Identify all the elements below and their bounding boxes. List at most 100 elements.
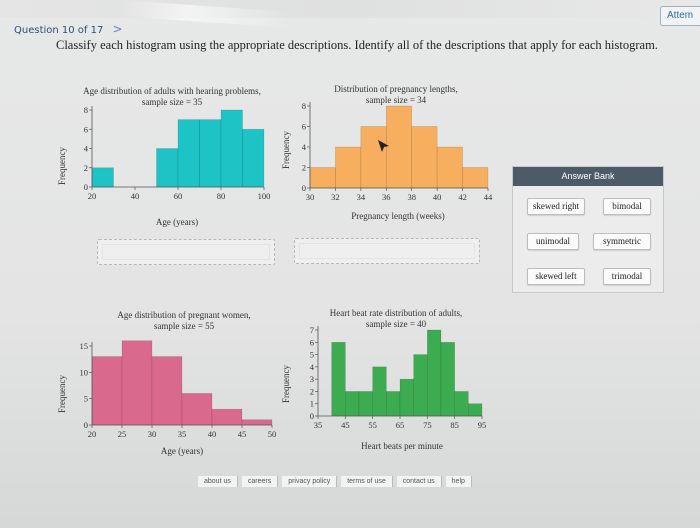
chart-title-line2: sample size = 55 — [154, 321, 215, 331]
histogram-bar — [411, 126, 438, 189]
x-tick-label: 36 — [382, 192, 391, 202]
answer-bank: Answer Bank skewed right bimodal unimoda… — [512, 166, 664, 293]
histogram-bar — [242, 128, 265, 188]
x-tick-label: 20 — [88, 191, 97, 201]
histogram-bar — [385, 105, 413, 189]
x-tick-label: 85 — [450, 420, 459, 430]
y-tick-label: 0 — [310, 411, 314, 421]
chart-title-line1: Distribution of pregnancy lengths, — [334, 84, 457, 94]
top-strip — [0, 0, 700, 18]
x-tick-label: 65 — [396, 420, 405, 430]
y-tick-label: 3 — [310, 374, 314, 384]
x-tick-label: 80 — [217, 191, 226, 201]
x-tick-label: 75 — [423, 420, 432, 430]
histogram-bar — [462, 167, 489, 189]
answer-chip-symmetric[interactable]: symmetric — [593, 233, 651, 250]
x-tick-label: 40 — [208, 429, 217, 439]
x-tick-label: 30 — [306, 192, 315, 202]
y-axis-label: Frequency — [57, 147, 67, 185]
y-tick-label: 0 — [84, 182, 88, 192]
histogram-bar — [181, 393, 213, 426]
question-prompt: Classify each histogram using the approp… — [56, 38, 658, 52]
y-tick-label: 0 — [302, 183, 306, 193]
x-tick-label: 25 — [118, 429, 127, 439]
answer-chip-skewed-right[interactable]: skewed right — [527, 198, 585, 215]
y-tick-label: 4 — [302, 142, 307, 152]
histogram-bar — [220, 109, 243, 188]
x-tick-label: 20 — [88, 429, 97, 439]
y-tick-label: 8 — [84, 105, 88, 115]
histogram-bar — [360, 126, 387, 189]
chart-title-line2: sample size = 35 — [142, 97, 203, 107]
histogram-bar — [372, 366, 387, 417]
histogram-hearing-problems: Age distribution of adults with hearing … — [57, 86, 270, 227]
footer-link-help[interactable]: help — [445, 476, 472, 487]
chart-title-line1: Age distribution of adults with hearing … — [83, 86, 261, 96]
histogram-bar — [199, 119, 222, 188]
footer-link-about-us[interactable]: about us — [198, 476, 238, 487]
footer-link-terms-of-use[interactable]: terms of use — [341, 476, 393, 487]
y-tick-label: 4 — [84, 144, 89, 154]
answer-chip-unimodal[interactable]: unimodal — [527, 233, 579, 250]
x-tick-label: 95 — [478, 420, 487, 430]
y-tick-label: 2 — [310, 386, 314, 396]
chart-title-line1: Heart beat rate distribution of adults, — [330, 308, 462, 318]
x-tick-label: 40 — [433, 192, 442, 202]
y-tick-label: 10 — [80, 367, 89, 377]
answer-drop-zone-2[interactable] — [294, 238, 480, 264]
x-tick-label: 30 — [148, 429, 157, 439]
histogram-bar — [91, 167, 114, 188]
footer-link-careers[interactable]: careers — [241, 476, 279, 487]
histogram-bar — [413, 354, 428, 417]
x-tick-label: 55 — [368, 420, 377, 430]
histogram-bar — [309, 167, 336, 189]
x-tick-label: 60 — [174, 191, 183, 201]
histogram-bar — [91, 356, 123, 426]
question-counter: Question 10 of 17 > — [14, 22, 123, 36]
x-tick-label: 34 — [357, 192, 366, 202]
y-tick-label: 7 — [310, 325, 314, 335]
x-tick-label: 35 — [178, 429, 187, 439]
histogram-bar — [468, 403, 483, 417]
y-tick-label: 4 — [310, 362, 315, 372]
mouse-cursor-icon — [378, 140, 389, 152]
x-tick-label: 45 — [238, 429, 247, 439]
y-tick-label: 6 — [302, 122, 306, 132]
chart-title-line2: sample size = 40 — [366, 319, 427, 329]
x-tick-label: 45 — [341, 420, 350, 430]
histogram-bar — [335, 146, 362, 189]
x-tick-label: 42 — [458, 192, 467, 202]
histogram-pregnancy-lengths: Distribution of pregnancy lengths, sampl… — [281, 84, 493, 221]
answer-chip-trimodal[interactable]: trimodal — [603, 268, 651, 285]
attempt-tab[interactable]: Attem — [660, 6, 700, 26]
x-axis-label: Heart beats per minute — [361, 441, 443, 451]
y-axis-label: Frequency — [281, 131, 291, 169]
answer-chip-skewed-left[interactable]: skewed left — [527, 268, 585, 285]
histogram-bar — [121, 340, 153, 426]
x-tick-label: 35 — [314, 420, 323, 430]
y-tick-label: 6 — [310, 337, 314, 347]
footer-link-contact-us[interactable]: contact us — [396, 476, 442, 487]
x-tick-label: 44 — [484, 192, 493, 202]
y-tick-label: 5 — [84, 394, 88, 404]
next-question-chevron-icon[interactable]: > — [112, 22, 123, 36]
y-tick-label: 6 — [84, 124, 88, 134]
answer-chip-bimodal[interactable]: bimodal — [603, 198, 651, 215]
y-axis-label: Frequency — [281, 365, 291, 403]
y-tick-label: 8 — [302, 101, 306, 111]
chart-title-line1: Age distribution of pregnant women, — [117, 310, 250, 320]
histogram-bar — [399, 378, 414, 417]
answer-drop-zone-1[interactable] — [97, 239, 275, 265]
y-axis-label: Frequency — [57, 375, 67, 413]
histogram-bar — [440, 341, 455, 417]
histogram-bar — [427, 329, 442, 417]
histogram-bar — [436, 146, 463, 189]
x-axis-label: Age (years) — [156, 217, 198, 227]
x-tick-label: 32 — [331, 192, 340, 202]
footer-link-privacy-policy[interactable]: privacy policy — [282, 476, 338, 487]
histogram-bar — [241, 419, 273, 426]
histogram-bar — [177, 119, 200, 188]
footer-links: about us careers privacy policy terms of… — [198, 476, 476, 487]
x-axis-label: Pregnancy length (weeks) — [351, 211, 444, 221]
